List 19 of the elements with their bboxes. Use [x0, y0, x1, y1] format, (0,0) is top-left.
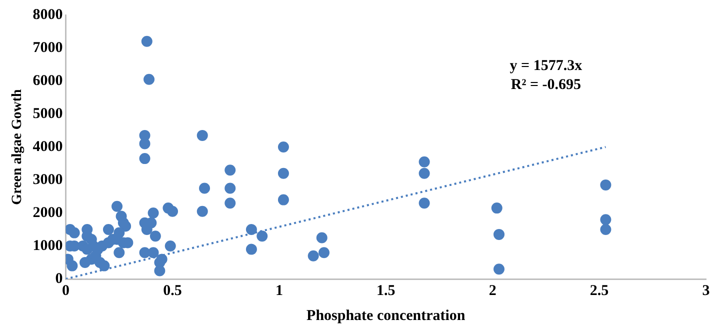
y-tick-label: 4000 — [32, 138, 63, 155]
x-tick-label: 2 — [488, 282, 496, 299]
x-tick-label: 0.5 — [163, 282, 182, 299]
x-tick-label: 2.5 — [590, 282, 609, 299]
annotation: R² = -0.695 — [510, 77, 582, 93]
x-tick-label: 3 — [702, 282, 710, 299]
x-axis-title: Phosphate concentration — [306, 308, 466, 324]
x-tick-label: 1 — [275, 282, 283, 299]
x-tick-label: 1.5 — [376, 282, 396, 299]
y-tick-label: 8000 — [32, 6, 63, 23]
y-tick-label: 1000 — [32, 238, 63, 254]
y-tick-label: 2000 — [32, 204, 63, 221]
y-tick-label: 7000 — [32, 40, 63, 56]
y-tick-label: 5000 — [32, 106, 63, 122]
y-tick-label: 6000 — [32, 72, 63, 89]
annotation: y = 1577.3x — [510, 58, 583, 74]
y-axis-title: Green algae Gowth — [10, 88, 26, 205]
y-tick-label: 0 — [55, 270, 63, 287]
y-tick-label: 3000 — [32, 172, 63, 188]
